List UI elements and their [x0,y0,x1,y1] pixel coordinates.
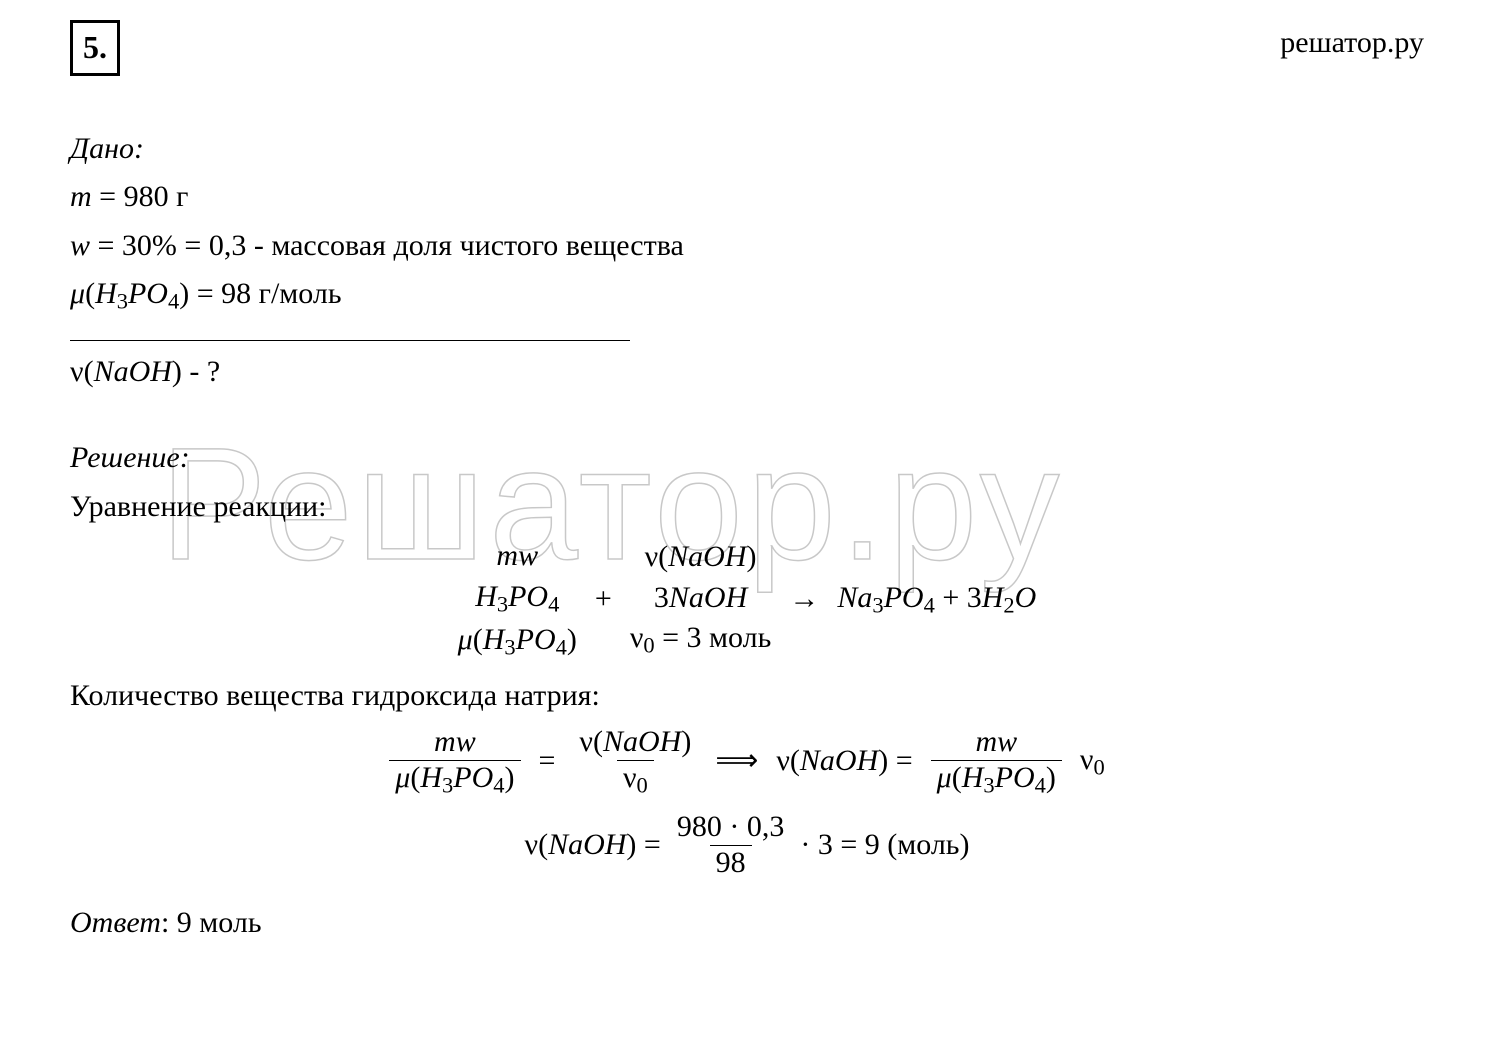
implies-arrow-icon: ⟹ [715,738,758,785]
annot-mw: mw [496,536,538,577]
given-mass: m = 980 г [70,174,1424,221]
solution-label: Решение: [70,435,1424,482]
numeric-lead: ν(NaOH) = [525,822,661,869]
annot-mu-h3po4: μ(H3PO4) [458,620,577,663]
frac-num-nu: ν(NaOH) [573,725,697,760]
quantity-label: Количество вещества гидроксида натрия: [70,673,1424,720]
numeric-equation: ν(NaOH) = 980 · 0,3 98 · 3 = 9 (моль) [70,810,1424,880]
reaction-equation-label: Уравнение реакции: [70,484,1424,531]
given-mass-fraction: w = 30% = 0,3 - массовая доля чистого ве… [70,223,1424,270]
reaction-products: Na3PO4 + 3H2O [837,575,1036,624]
given-molar-mass: μ(H3PO4) = 98 г/моль [70,271,1424,320]
equals-sign-1: = [539,738,556,785]
given-rule [70,340,630,341]
numeric-tail: · 3 = 9 (моль) [800,822,969,869]
reaction-arrow-icon: → [789,576,819,623]
answer-line: Ответ: 9 моль [70,900,1424,947]
given-label: Дано: [70,126,1424,173]
problem-number-box: 5. [70,20,120,76]
numeric-den: 98 [710,845,752,881]
numeric-fraction: 980 · 0,3 98 [671,810,791,880]
annot-nu0: ν0 = 3 моль [630,618,772,661]
frac-den-nu0: ν0 [617,760,654,799]
answer-value: : 9 моль [161,906,262,939]
find-line: ν(NaOH) - ? [70,349,1424,396]
frac-nu-over-nu0: ν(NaOH) ν0 [573,725,697,798]
frac-den-mu-rhs: μ(H3PO4) [931,760,1062,799]
annot-nu-naoh: ν(NaOH) [645,537,757,578]
nu-naoh-equals: ν(NaOH) = [776,738,912,785]
plus-sign: + [595,576,612,623]
reaction-naoh-column: ν(NaOH) 3NaOH ν0 = 3 моль [630,537,772,661]
derivation-equation: mw μ(H3PO4) = ν(NaOH) ν0 ⟹ ν(NaOH) = mw … [70,725,1424,798]
answer-label: Ответ [70,906,161,939]
frac-den-mu: μ(H3PO4) [389,760,520,799]
species-naoh: 3NaOH [654,578,747,619]
nu0-tail: ν0 [1080,737,1105,786]
frac-num-mw: mw [428,725,482,760]
frac-num-mw-rhs: mw [969,725,1023,760]
reaction-h3po4-column: mw H3PO4 μ(H3PO4) [458,536,577,663]
species-h3po4: H3PO4 [475,577,559,620]
numeric-num: 980 · 0,3 [671,810,791,845]
frac-mw-over-mu-rhs: mw μ(H3PO4) [931,725,1062,798]
frac-mw-over-mu: mw μ(H3PO4) [389,725,520,798]
reaction-equation: mw H3PO4 μ(H3PO4) + ν(NaOH) 3NaOH ν0 = 3… [70,536,1424,663]
